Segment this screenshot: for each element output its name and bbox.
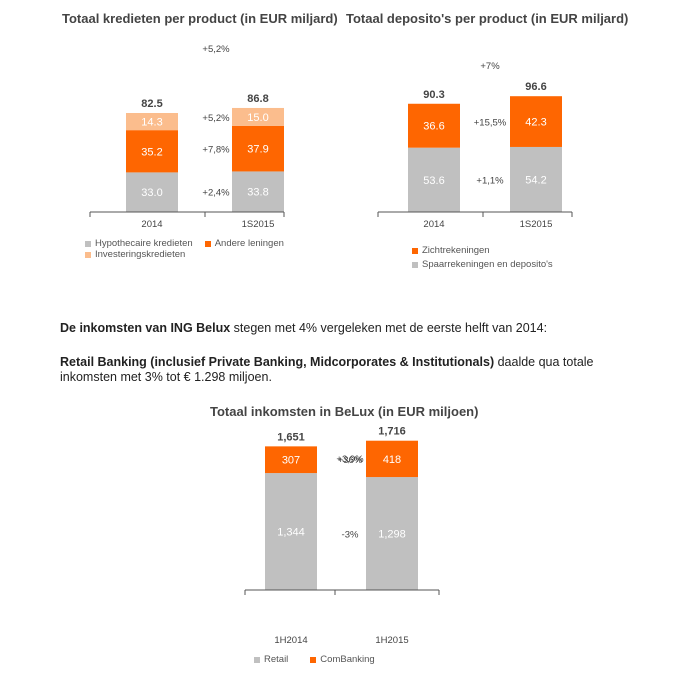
total-label: 86.8	[247, 93, 268, 105]
chart1-legend-item: Hypothecaire kredieten	[85, 238, 193, 249]
data-label: 37.9	[247, 144, 268, 156]
chart3-legend-item: ComBanking	[310, 654, 375, 665]
data-label: 1,298	[378, 529, 406, 541]
paragraph-income-bold: De inkomsten van ING Belux	[60, 321, 231, 335]
category-label: 1H2014	[274, 635, 307, 646]
growth-label: +1,1%	[476, 175, 504, 186]
chart2-legend: Zichtrekeningen Spaarrekeningen en depos…	[412, 245, 553, 270]
bar-segment	[232, 171, 284, 212]
data-label: 418	[383, 454, 401, 466]
data-label: 35.2	[141, 146, 162, 158]
legend-label: Investeringskredieten	[95, 249, 186, 260]
legend-swatch	[310, 656, 317, 663]
category-label: 2014	[141, 219, 162, 230]
bar-segment	[265, 446, 317, 474]
bar-segment	[366, 440, 418, 478]
legend-label: ComBanking	[320, 654, 375, 665]
data-label: 14.3	[141, 117, 162, 129]
data-label: 307	[282, 455, 300, 467]
bar-segment	[510, 96, 562, 147]
total-growth-label: +7%	[480, 61, 500, 72]
data-label: 53.6	[423, 175, 444, 187]
paragraph-income-text: stegen met 4% vergeleken met de eerste h…	[230, 321, 548, 335]
paragraph-retail: Retail Banking (inclusief Private Bankin…	[60, 355, 650, 385]
total-label: 90.3	[423, 89, 444, 101]
total-label: 96.6	[525, 81, 546, 93]
paragraph-income: De inkomsten van ING Belux stegen met 4%…	[60, 321, 650, 336]
bar-segment	[126, 130, 178, 173]
total-growth-label: +3,9%	[336, 454, 364, 465]
legend-label: Spaarrekeningen en deposito's	[422, 259, 553, 270]
legend-swatch	[85, 240, 91, 247]
chart3-legend-item: Retail	[254, 654, 288, 665]
chart2-legend-item: Spaarrekeningen en deposito's	[412, 259, 553, 270]
chart1-title: Totaal kredieten per product (in EUR mil…	[62, 11, 338, 26]
chart1-legend-item: Investeringskredieten	[85, 249, 284, 260]
growth-label: +7,8%	[202, 145, 230, 156]
category-label: 1S2015	[520, 219, 553, 230]
bar-segment	[408, 103, 460, 148]
total-label: 1,716	[378, 426, 406, 438]
growth-label: +5,2%	[202, 113, 230, 124]
growth-label: +36%	[338, 455, 363, 466]
chart2-plot: 53.6 36.6 90.3 2014 54.2 42.3 96.6 1S2015 +1,1% +…	[377, 61, 573, 230]
paragraph-retail-text: daalde qua totale inkomsten met 3% tot €…	[60, 355, 594, 384]
category-label: 1H2015	[375, 635, 408, 646]
bar-segment	[232, 107, 284, 126]
growth-label: +2,4%	[202, 188, 230, 199]
total-growth-label: +5,2%	[202, 44, 230, 55]
bar-segment	[126, 113, 178, 131]
data-label: 42.3	[525, 117, 546, 129]
bar-segment	[232, 125, 284, 172]
legend-swatch	[85, 251, 91, 258]
chart2-title: Totaal deposito's per product (in EUR mi…	[346, 11, 629, 26]
category-label: 1S2015	[242, 219, 275, 230]
growth-label: +15,5%	[474, 118, 507, 129]
legend-label: Andere leningen	[214, 238, 284, 249]
bar-segment	[366, 477, 418, 590]
data-label: 33.0	[141, 187, 162, 199]
growth-label: -3%	[342, 530, 359, 541]
chart1-legend-item: Andere leningen	[204, 238, 284, 249]
chart2-legend-item: Zichtrekeningen	[412, 245, 553, 256]
bar-segment	[510, 146, 562, 212]
chart3-title: Totaal inkomsten in BeLux (in EUR miljoe…	[210, 404, 479, 419]
legend-swatch	[254, 656, 260, 663]
data-label: 54.2	[525, 174, 546, 186]
legend-label: Hypothecaire kredieten	[95, 238, 193, 249]
chart1-plot: 33.0 35.2 14.3 82.5 2014 33.8 37.9 15.0 86.8 1S20…	[89, 44, 285, 230]
bar-segment	[126, 172, 178, 212]
category-label: 2014	[423, 219, 444, 230]
data-label: 1,344	[277, 527, 305, 539]
paragraph-retail-bold: Retail Banking (inclusief Private Bankin…	[60, 355, 495, 369]
legend-swatch	[204, 240, 211, 247]
total-label: 82.5	[141, 98, 162, 110]
data-label: 36.6	[423, 121, 444, 133]
legend-label: Retail	[264, 654, 289, 665]
data-label: 15.0	[247, 112, 268, 124]
legend-label: Zichtrekeningen	[422, 245, 490, 256]
total-label: 1,651	[277, 431, 305, 443]
chart3-plot: 1,344 307 1,651 1H2014 1,298 418 1,716 1H2015 -3…	[244, 426, 440, 646]
data-label: 33.8	[247, 187, 268, 199]
bar-segment	[408, 147, 460, 212]
chart3-legend: Retail ComBanking	[254, 654, 375, 665]
chart1-legend: Hypothecaire kredieten Andere leningen I…	[85, 238, 284, 260]
legend-swatch	[412, 247, 418, 254]
legend-swatch	[412, 261, 418, 268]
bar-segment	[265, 473, 317, 590]
